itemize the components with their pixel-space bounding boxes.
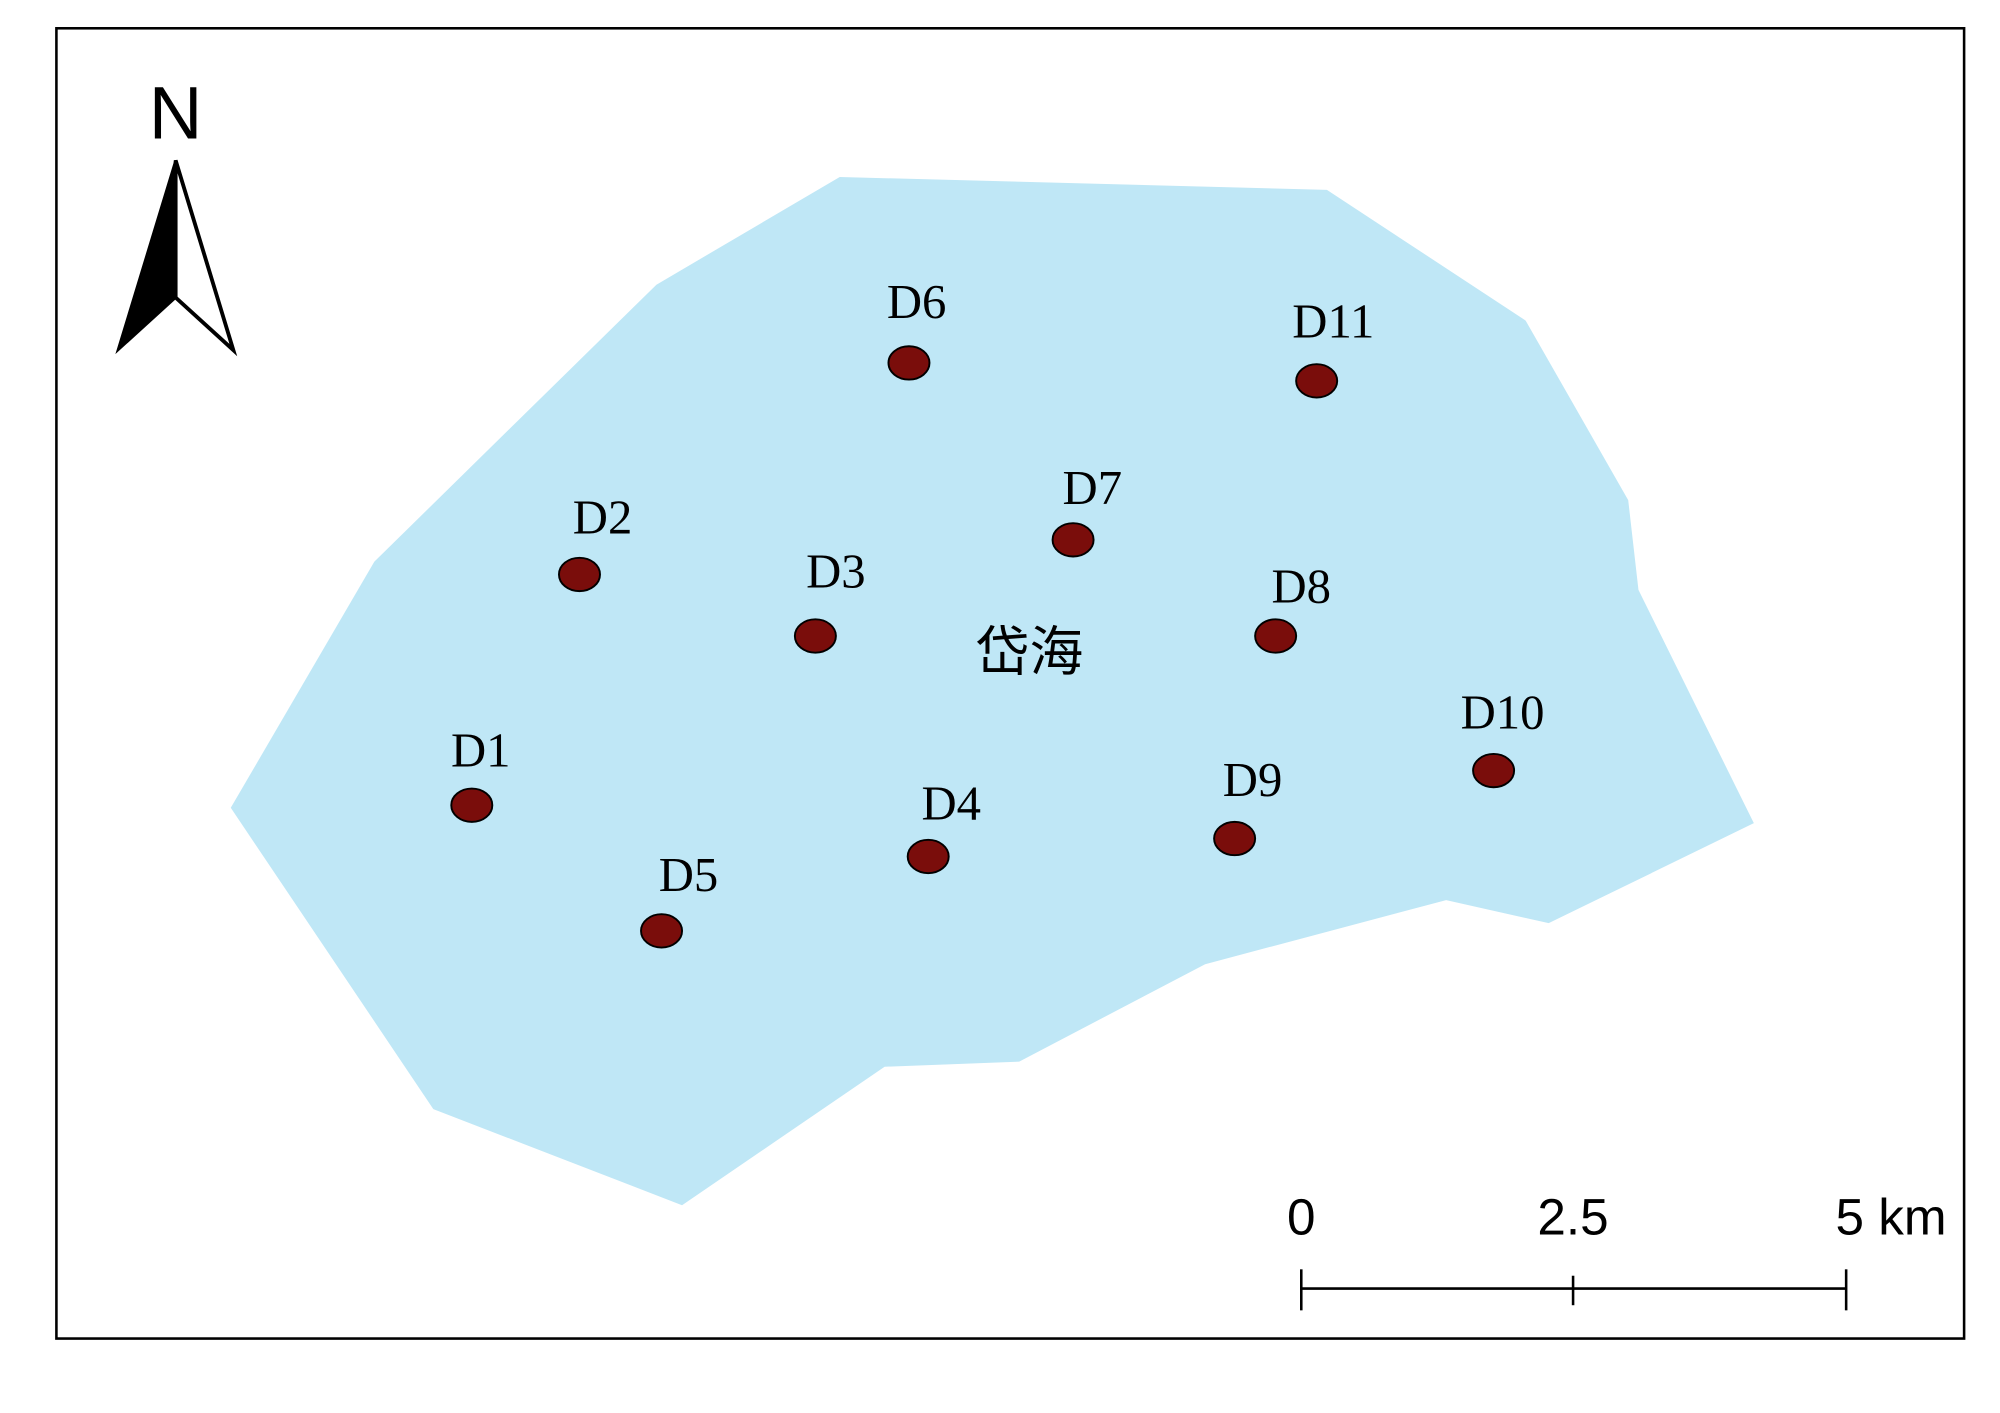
- site-marker: [1295, 363, 1339, 399]
- scale-label: 2.5: [1537, 1189, 1608, 1246]
- site-label: D1: [451, 724, 511, 778]
- scale-bar: [1300, 1269, 1848, 1311]
- site-label: D5: [659, 848, 719, 902]
- north-label: N: [149, 72, 203, 155]
- lake-name: 岱海: [976, 623, 1084, 683]
- site-marker: [1213, 820, 1257, 857]
- site-label: D10: [1461, 685, 1545, 739]
- site-label: D6: [887, 275, 947, 329]
- site-marker: [793, 618, 837, 654]
- site-label: D3: [806, 544, 866, 598]
- north-arrow-right: [173, 159, 238, 357]
- site-marker: [1051, 522, 1095, 558]
- site-label: D8: [1272, 560, 1332, 614]
- site-label: D4: [922, 776, 982, 830]
- site-label: D11: [1292, 294, 1374, 348]
- site-marker: [640, 913, 684, 949]
- site-label: D9: [1223, 753, 1283, 807]
- site-marker: [906, 838, 950, 875]
- site-marker: [1472, 752, 1516, 789]
- site-label: D7: [1063, 461, 1123, 515]
- lake: [230, 177, 1754, 1206]
- site-label: D2: [573, 490, 633, 544]
- scale-label: 5 km: [1835, 1189, 1946, 1246]
- site-marker: [887, 345, 931, 381]
- north-arrow: [115, 159, 238, 357]
- site-marker: [450, 787, 494, 823]
- site-marker: [558, 556, 601, 593]
- scale-label: 0: [1287, 1189, 1316, 1246]
- site-marker: [1254, 618, 1298, 654]
- sites: D1 D2 D3 D4 D5 D6 D7 D8 D9 D10 D11: [450, 275, 1545, 949]
